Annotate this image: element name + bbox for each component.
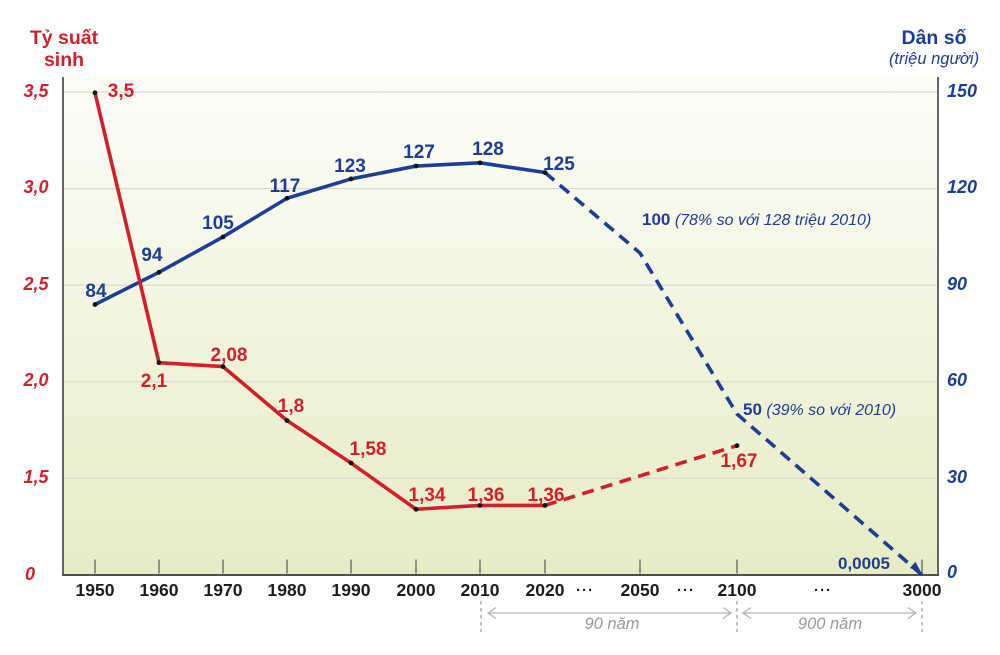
- red-value-label: 1,8: [277, 396, 305, 417]
- x-label-2020: 2020: [525, 580, 565, 600]
- x-ellipsis-1: ···: [576, 582, 594, 599]
- red-value-label: 2,1: [140, 371, 168, 392]
- right-tick-150: 150: [947, 81, 978, 101]
- population-point: [348, 176, 354, 182]
- x-label-2010: 2010: [460, 580, 500, 600]
- birthrate-point: [348, 460, 354, 466]
- blue-value-label: 127: [403, 142, 435, 163]
- birthrate-point: [156, 360, 162, 366]
- x-label-2100: 2100: [717, 580, 757, 600]
- x-label-1960: 1960: [139, 580, 179, 600]
- annotation-pop-2100-note: (39% so với 2010): [766, 402, 897, 419]
- arrowhead-left-icon: [741, 606, 752, 620]
- population-point: [92, 302, 98, 307]
- right-tick-60: 60: [947, 370, 968, 390]
- x-label-1970: 1970: [203, 580, 243, 600]
- arrowhead-left-icon: [486, 606, 497, 620]
- right-tick-0: 0: [947, 562, 958, 582]
- span-90-years-label: 90 năm: [584, 615, 640, 633]
- annotation-pop-2050-value: 100: [642, 210, 671, 229]
- right-axis-title-unit: (triệu người): [888, 50, 980, 68]
- x-label-3000: 3000: [902, 580, 942, 600]
- x-label-2000: 2000: [396, 580, 436, 600]
- annotation-pop-2050: 100 (78% so với 128 triệu 2010): [642, 210, 871, 230]
- red-value-label: 1,36: [527, 485, 565, 506]
- red-value-label: 1,58: [349, 439, 387, 460]
- dashed-guides: [480, 601, 923, 632]
- annotation-pop-2100-value: 50: [743, 400, 762, 419]
- right-tick-30: 30: [947, 467, 968, 487]
- right-axis-title: Dân số (triệu người): [854, 27, 1000, 69]
- birthrate-point: [734, 443, 740, 449]
- span-arrows: [486, 606, 918, 620]
- left-tick-3-0: 3,0: [23, 177, 49, 197]
- birthrate-point: [220, 364, 226, 369]
- annotation-pop-2100: 50 (39% so với 2010): [743, 400, 896, 420]
- blue-value-label: 94: [141, 245, 163, 266]
- x-label-2050: 2050: [620, 580, 660, 600]
- axis-frame: [62, 77, 939, 576]
- x-label-1950: 1950: [75, 580, 115, 600]
- red-value-label: 1,36: [467, 485, 505, 506]
- right-axis-title-name: Dân số: [901, 27, 967, 49]
- left-tick-3-5: 3,5: [23, 81, 49, 101]
- birthrate-line-projection: [544, 443, 738, 508]
- right-tick-90: 90: [947, 274, 968, 294]
- population-point: [284, 195, 290, 201]
- blue-value-label: 117: [269, 176, 301, 197]
- birthrate-point: [92, 90, 98, 96]
- birthrate-point: [477, 502, 483, 508]
- arrowhead-right-icon: [907, 606, 918, 620]
- birthrate-line-solid: [93, 92, 545, 512]
- population-point: [220, 234, 226, 240]
- left-tick-2-5: 2,5: [23, 274, 49, 294]
- x-ellipsis-3: ···: [814, 582, 832, 599]
- left-tick-0: 0: [24, 564, 35, 584]
- population-point: [542, 170, 548, 175]
- population-point: [413, 163, 419, 169]
- left-tick-2-0: 2,0: [23, 370, 49, 390]
- annotation-pop-3000: 0,0005: [838, 554, 890, 574]
- population-line-solid: [94, 161, 546, 307]
- blue-value-label: 84: [85, 281, 107, 302]
- population-point: [156, 269, 162, 275]
- gridlines: [63, 91, 938, 479]
- birthrate-point: [542, 502, 548, 508]
- blue-value-label: 105: [202, 213, 234, 234]
- series-layer: [92, 90, 924, 577]
- red-value-label: 1,67: [720, 451, 758, 472]
- population-projection-arrowhead-icon: [909, 561, 921, 572]
- left-tick-1-5: 1,5: [23, 467, 49, 487]
- annotation-pop-2050-note: (78% so với 128 triệu 2010): [674, 212, 872, 229]
- blue-value-label: 123: [334, 156, 366, 177]
- right-tick-120: 120: [947, 177, 978, 197]
- arrowhead-right-icon: [722, 606, 733, 620]
- timespan-annotations: [480, 601, 923, 632]
- red-value-label: 2,08: [210, 345, 248, 366]
- annotation-pop-3000-value: 0,0005: [838, 554, 890, 573]
- blue-value-label: 128: [472, 139, 504, 160]
- left-axis-title: Tỷ suất sinh: [8, 27, 120, 71]
- population-point: [477, 160, 483, 166]
- population-line-projection: [543, 171, 924, 577]
- span-900-years-label: 900 năm: [797, 615, 863, 633]
- birthrate-point: [413, 506, 419, 512]
- birthrate-point: [284, 418, 290, 423]
- left-axis-title-line2: sinh: [43, 49, 85, 71]
- red-value-label: 1,34: [408, 485, 446, 506]
- plot-area: [63, 77, 938, 575]
- x-label-1980: 1980: [267, 580, 307, 600]
- x-label-1990: 1990: [331, 580, 371, 600]
- x-ellipsis-2: ···: [677, 582, 695, 599]
- red-value-label: 3,5: [107, 81, 135, 102]
- left-axis-title-line1: Tỷ suất: [29, 27, 99, 49]
- blue-value-label: 125: [543, 154, 575, 175]
